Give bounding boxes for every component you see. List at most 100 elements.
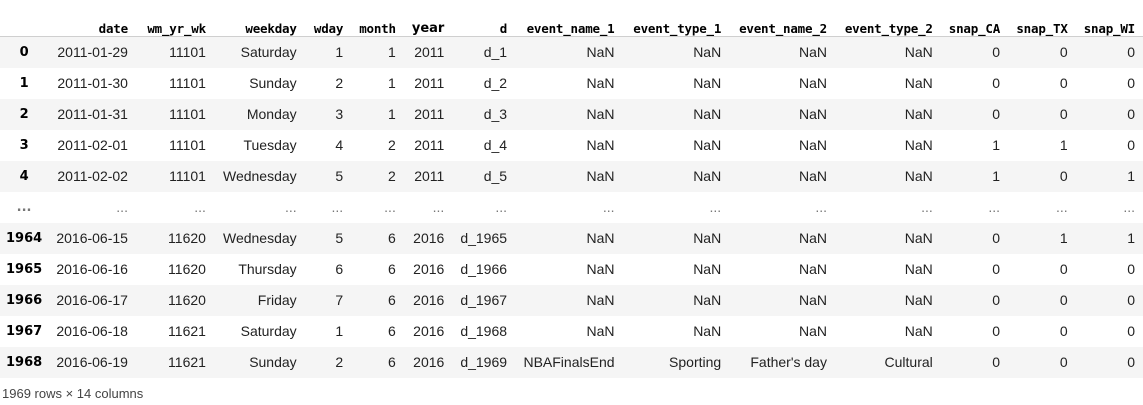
table-cell: 1 bbox=[335, 44, 344, 61]
table-cell: Thursday bbox=[238, 261, 297, 277]
table-cell: 2011 bbox=[414, 137, 445, 153]
table-cell: 1 bbox=[992, 168, 1001, 184]
table-row: 1966 2016-06-17 11620 Friday 7 6 2016 d_1967 NaN… bbox=[0, 284, 1143, 316]
table-cell: NaN bbox=[798, 292, 827, 308]
table-cell: 7 bbox=[335, 292, 344, 308]
table-cell: Father's day bbox=[750, 354, 827, 370]
table-cell: 0 bbox=[1127, 292, 1135, 308]
table-row: 2 2011-01-31 11101 Monday 3 1 2011 d_3 NaN NaN NaN… bbox=[0, 98, 1143, 130]
table-cell: NaN bbox=[586, 168, 615, 184]
table-cell: 11101 bbox=[169, 137, 206, 153]
table-cell: 2016 bbox=[413, 354, 445, 370]
table-cell: ... bbox=[921, 199, 933, 215]
table-cell: 2011 bbox=[414, 168, 445, 184]
table-cell: Sporting bbox=[669, 354, 722, 370]
table-cell: NaN bbox=[904, 292, 933, 308]
table-cell: NaN bbox=[586, 230, 615, 246]
table-cell: 6 bbox=[388, 323, 396, 339]
table-cell: 6 bbox=[388, 292, 396, 308]
table-cell: 0 bbox=[1127, 44, 1135, 61]
table-cell: 6 bbox=[335, 261, 344, 277]
table-cell: 1 bbox=[1059, 137, 1068, 153]
table-cell: 11620 bbox=[168, 292, 206, 308]
table-cell: 1 bbox=[1127, 168, 1135, 184]
table-cell: 0 bbox=[1059, 106, 1068, 122]
column-header: event_type_1 bbox=[622, 6, 730, 37]
table-row: 1 2011-01-30 11101 Sunday 2 1 2011 d_2 NaN NaN NaN… bbox=[0, 67, 1143, 99]
row-index: 0 bbox=[19, 44, 29, 60]
table-cell: 0 bbox=[1059, 75, 1068, 91]
table-cell: 6 bbox=[388, 230, 396, 246]
table-cell: NaN bbox=[798, 44, 827, 61]
table-cell: d_1967 bbox=[460, 292, 508, 308]
header-row: date wm_yr_wk weekday wday month year d event_n… bbox=[0, 6, 1143, 37]
table-cell: d_2 bbox=[483, 75, 508, 91]
row-index: 1966 bbox=[6, 292, 43, 308]
table-row: 1964 2016-06-15 11620 Wednesday 5 6 2016 d_1965… bbox=[0, 222, 1143, 254]
table-cell: 3 bbox=[335, 106, 344, 122]
table-cell: d_1 bbox=[483, 44, 508, 61]
table-cell: NaN bbox=[798, 137, 827, 153]
table-cell: NaN bbox=[693, 168, 722, 184]
table-cell: 11621 bbox=[168, 323, 206, 339]
table-cell: 2016 bbox=[413, 230, 445, 246]
table-cell: 1 bbox=[388, 75, 396, 91]
table-cell: 0 bbox=[992, 261, 1001, 277]
table-cell: 2016-06-19 bbox=[56, 354, 128, 370]
table-cell: 0 bbox=[1059, 292, 1068, 308]
table-cell: ... bbox=[1123, 199, 1135, 215]
column-header: event_name_1 bbox=[515, 6, 623, 37]
column-header: snap_WI bbox=[1075, 6, 1143, 37]
row-index: ... bbox=[16, 199, 32, 215]
table-cell: 0 bbox=[1127, 323, 1135, 339]
table-cell: ... bbox=[384, 199, 396, 215]
table-cell: Tuesday bbox=[243, 137, 297, 153]
table-cell: NaN bbox=[798, 261, 827, 277]
table-cell: ... bbox=[1055, 199, 1068, 215]
table-cell: 11620 bbox=[168, 230, 206, 246]
table-cell: NaN bbox=[586, 44, 615, 61]
table-cell: 2011-02-01 bbox=[57, 137, 128, 153]
table-cell: 0 bbox=[1127, 106, 1135, 122]
table-cell: 2016-06-16 bbox=[56, 261, 128, 277]
table-cell: NaN bbox=[904, 261, 933, 277]
table-cell: Cultural bbox=[884, 354, 933, 370]
table-cell: 2016 bbox=[413, 261, 445, 277]
table-cell: 6 bbox=[388, 354, 396, 370]
column-header: weekday bbox=[213, 6, 305, 37]
table-cell: 0 bbox=[992, 323, 1001, 339]
table-cell: ... bbox=[285, 199, 297, 215]
dataframe-table: date wm_yr_wk weekday wday month year d event_n… bbox=[0, 6, 1143, 378]
table-cell: d_1969 bbox=[460, 354, 508, 370]
column-header: wm_yr_wk bbox=[135, 6, 214, 37]
table-row: 1965 2016-06-16 11620 Thursday 6 6 2016 d_1966 N… bbox=[0, 253, 1143, 285]
table-cell: ... bbox=[432, 199, 445, 215]
table-cell: 2 bbox=[388, 168, 396, 184]
table-cell: 2011-01-30 bbox=[57, 75, 128, 91]
table-cell: 2016-06-15 bbox=[56, 230, 128, 246]
table-cell: NaN bbox=[904, 44, 933, 61]
table-row: 3 2011-02-01 11101 Tuesday 4 2 2011 d_4 NaN NaN Na… bbox=[0, 129, 1143, 161]
table-cell: 0 bbox=[992, 44, 1001, 61]
column-header: month bbox=[351, 6, 404, 37]
table-cell: NaN bbox=[693, 137, 722, 153]
column-header: wday bbox=[304, 6, 352, 37]
row-index: 3 bbox=[19, 137, 29, 153]
dataframe-shape-summary: 1969 rows × 14 columns bbox=[2, 385, 144, 401]
table-cell: 0 bbox=[1059, 168, 1068, 184]
table-cell: 0 bbox=[1127, 261, 1135, 277]
table-cell: NaN bbox=[798, 230, 827, 246]
table-cell: Saturday bbox=[240, 44, 297, 61]
table-cell: 1 bbox=[335, 323, 344, 339]
table-cell: Wednesday bbox=[222, 168, 297, 184]
column-header: snap_CA bbox=[940, 6, 1009, 37]
table-cell: NBAFinalsEnd bbox=[523, 354, 615, 370]
table-cell: 2016-06-17 bbox=[56, 292, 128, 308]
table-cell: 11621 bbox=[168, 354, 206, 370]
table-cell: 2011-01-31 bbox=[57, 106, 128, 122]
table-cell: 5 bbox=[335, 230, 344, 246]
table-cell: 2011-01-29 bbox=[57, 44, 128, 61]
column-header: event_type_2 bbox=[834, 6, 941, 37]
table-cell: 0 bbox=[1059, 261, 1068, 277]
table-cell: 2 bbox=[335, 75, 344, 91]
